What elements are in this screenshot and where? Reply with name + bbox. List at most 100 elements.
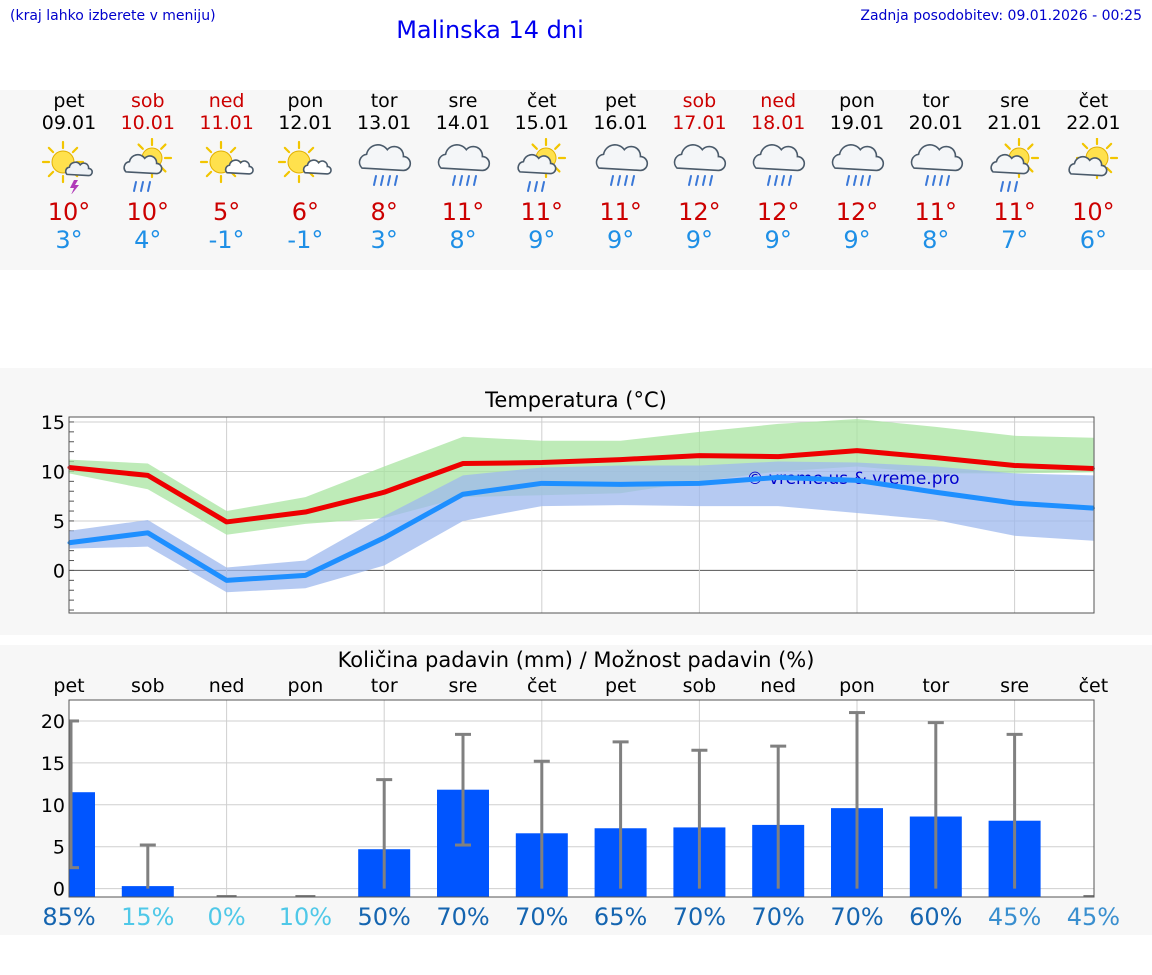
min-temperature: 9° — [764, 226, 792, 254]
day-axis-label: pon — [288, 675, 324, 697]
page-title: Malinska 14 dni — [396, 16, 584, 44]
sun-cloud-icon — [1068, 138, 1119, 180]
min-temperature: -1° — [208, 226, 245, 254]
day-name: sre — [1000, 90, 1030, 112]
day-name: sob — [682, 90, 717, 112]
precipitation-probability: 50% — [357, 903, 411, 931]
max-temperature-line-point — [1013, 464, 1017, 468]
precipitation-probability: 70% — [672, 903, 727, 931]
min-temperature-line-point — [382, 536, 386, 540]
day-name: čet — [527, 90, 557, 112]
sun-cloud-rain-icon — [990, 138, 1039, 192]
day-column: sre 14.01 11° 8° — [424, 90, 502, 254]
precipitation-bar — [69, 792, 95, 897]
max-temperature-line-point — [461, 462, 465, 466]
max-temperature-line-point — [855, 449, 859, 453]
day-date: 15.01 — [514, 112, 569, 134]
y-tick-label: 5 — [53, 837, 65, 859]
cloud-rain-icon — [674, 144, 727, 186]
max-temperature-line-point — [776, 455, 780, 459]
daily-forecast-panel: pet 09.01 10° 3° sob 10.01 10° 4° ned 11.01 5° -1° p… — [0, 90, 1152, 270]
min-temperature: 9° — [528, 226, 556, 254]
min-temperature: -1° — [287, 226, 324, 254]
day-column: pon 12.01 6° -1° — [266, 90, 344, 254]
max-temperature: 8° — [370, 198, 398, 226]
max-temperature: 5° — [212, 198, 241, 226]
day-name: pet — [604, 90, 637, 112]
precipitation-probability: 85% — [42, 903, 96, 931]
day-axis-label: pet — [605, 675, 636, 697]
precipitation-probability: 10% — [278, 903, 333, 931]
day-column: sob 17.01 12° 9° — [660, 90, 738, 254]
day-axis-label: čet — [527, 675, 557, 697]
day-axis-label: tor — [371, 675, 398, 697]
day-date: 19.01 — [829, 112, 885, 134]
day-column: sob 10.01 10° 4° — [109, 90, 187, 254]
day-axis-label: sob — [683, 675, 717, 697]
day-column: sre 21.01 11° 7° — [976, 90, 1054, 254]
day-axis-label: pon — [839, 675, 875, 697]
y-tick-label: 15 — [41, 753, 65, 775]
max-temperature-line-point — [382, 490, 386, 494]
min-temperature-line-point — [619, 482, 623, 486]
min-temperature-line-point — [1013, 501, 1017, 505]
day-column: ned 18.01 12° 9° — [739, 90, 817, 254]
day-name: sre — [448, 90, 478, 112]
min-temperature-line-point — [146, 531, 150, 535]
min-temperature: 9° — [685, 226, 714, 254]
day-name: tor — [370, 90, 398, 112]
day-date: 21.01 — [987, 112, 1042, 134]
min-temperature-line-point — [934, 490, 938, 494]
min-temperature-line-point — [776, 475, 780, 479]
y-tick-label: 15 — [41, 412, 65, 434]
min-temperature-line-point — [461, 492, 465, 496]
day-name: tor — [922, 90, 950, 112]
sun-small-cloud-icon — [199, 140, 254, 184]
day-name: ned — [208, 90, 245, 112]
sun-cloud-rain-icon — [517, 138, 566, 192]
min-temperature-line — [68, 474, 1094, 583]
precipitation-probability: 70% — [515, 903, 569, 931]
day-date: 11.01 — [199, 112, 254, 134]
day-axis-label: sre — [449, 675, 478, 697]
day-axis-label: čet — [1079, 675, 1109, 697]
y-tick-label: 20 — [41, 711, 65, 733]
min-temperature: 3° — [55, 226, 83, 254]
region-hint: (kraj lahko izberete v meniju) — [10, 8, 216, 24]
day-column: pet 16.01 11° 9° — [582, 90, 660, 254]
precipitation-probability: 70% — [830, 903, 884, 931]
day-name: pon — [287, 90, 324, 112]
max-temperature: 12° — [678, 198, 721, 226]
day-name: pet — [53, 90, 85, 112]
day-name: čet — [1078, 90, 1109, 112]
day-axis-label: ned — [760, 675, 796, 697]
day-date: 09.01 — [41, 112, 97, 134]
day-date: 12.01 — [278, 112, 333, 134]
cloud-rain-icon — [910, 144, 963, 186]
precipitation-probability: 45% — [1066, 903, 1121, 931]
day-name: sob — [131, 90, 165, 112]
precipitation-probability: 70% — [436, 903, 490, 931]
sun-cloud-thunder-icon — [41, 140, 93, 194]
min-temperature: 6° — [1079, 226, 1108, 254]
day-date: 18.01 — [750, 112, 806, 134]
min-temperature-line-point — [225, 578, 229, 582]
plot-frame — [68, 699, 1095, 898]
max-temperature-line — [68, 448, 1094, 525]
max-temperature: 11° — [599, 198, 642, 226]
day-date: 20.01 — [908, 112, 963, 134]
min-temperature: 9° — [606, 226, 635, 254]
last-updated: Zadnja posodobitev: 09.01.2026 - 00:25 — [860, 8, 1142, 24]
day-column: tor 13.01 8° 3° — [345, 90, 423, 254]
cloud-rain-icon — [831, 144, 885, 186]
cloud-rain-icon — [752, 144, 806, 186]
y-tick-label: 0 — [53, 560, 65, 582]
day-column: pet 09.01 10° 3° — [30, 90, 108, 254]
day-column: čet 15.01 11° 9° — [503, 90, 581, 254]
day-date: 10.01 — [120, 112, 175, 134]
max-temperature-line-point — [697, 454, 701, 458]
day-axis-label: tor — [922, 675, 949, 697]
max-temperature: 11° — [914, 198, 958, 226]
min-temperature-line-point — [697, 481, 701, 485]
